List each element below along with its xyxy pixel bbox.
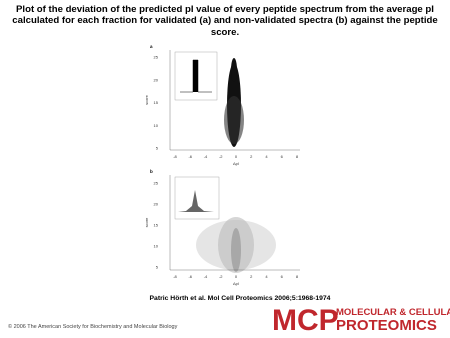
logo-mark: MCP — [272, 304, 339, 337]
x-tick-label: -4 — [204, 274, 208, 279]
x-tick-label: 6 — [281, 274, 284, 279]
y-tick-label: 15 — [154, 223, 159, 228]
scatter-cloud — [224, 58, 244, 147]
logo-line: MOLECULAR & CELLULAR — [336, 307, 450, 318]
copyright: © 2006 The American Society for Biochemi… — [8, 323, 178, 330]
x-tick-label: 2 — [250, 274, 253, 279]
x-tick-label: 4 — [265, 154, 268, 159]
y-tick-label: 5 — [156, 265, 159, 270]
x-axis-label: ΔpI — [233, 161, 239, 166]
x-tick-label: 4 — [265, 274, 268, 279]
x-tick-label: 0 — [235, 274, 238, 279]
y-tick-label: 10 — [154, 244, 159, 249]
x-tick-label: -8 — [173, 154, 177, 159]
x-tick-label: -6 — [188, 274, 192, 279]
y-tick-label: 25 — [154, 181, 159, 186]
x-tick-label: -8 — [173, 274, 177, 279]
slide-title: Plot of the deviation of the predicted p… — [12, 4, 438, 38]
x-tick-label: 6 — [281, 154, 284, 159]
scatter-cloud — [196, 217, 276, 273]
y-tick-label: 25 — [154, 55, 159, 60]
panel-label: a — [150, 44, 153, 49]
y-tick-label: 10 — [154, 123, 159, 128]
y-tick-label: 20 — [154, 77, 159, 82]
panel-label: b — [150, 169, 153, 174]
y-axis-label: score — [144, 94, 149, 105]
x-tick-label: 0 — [235, 154, 238, 159]
logo-line: PROTEOMICS — [336, 317, 437, 334]
y-tick-label: 15 — [154, 100, 159, 105]
x-tick-label: -4 — [204, 154, 208, 159]
x-tick-label: 2 — [250, 154, 253, 159]
x-tick-label: -2 — [219, 154, 223, 159]
citation: Patric Hörth et al. Mol Cell Proteomics … — [150, 295, 331, 302]
y-tick-label: 5 — [156, 146, 159, 151]
x-tick-label: -2 — [219, 274, 223, 279]
x-tick-label: 8 — [296, 154, 299, 159]
inset — [174, 51, 218, 101]
inset — [174, 176, 220, 220]
y-axis-label: score — [144, 217, 149, 228]
y-tick-label: 20 — [154, 202, 159, 207]
x-tick-label: 8 — [296, 274, 299, 279]
x-tick-label: -6 — [188, 154, 192, 159]
x-axis-label: ΔpI — [233, 281, 239, 286]
